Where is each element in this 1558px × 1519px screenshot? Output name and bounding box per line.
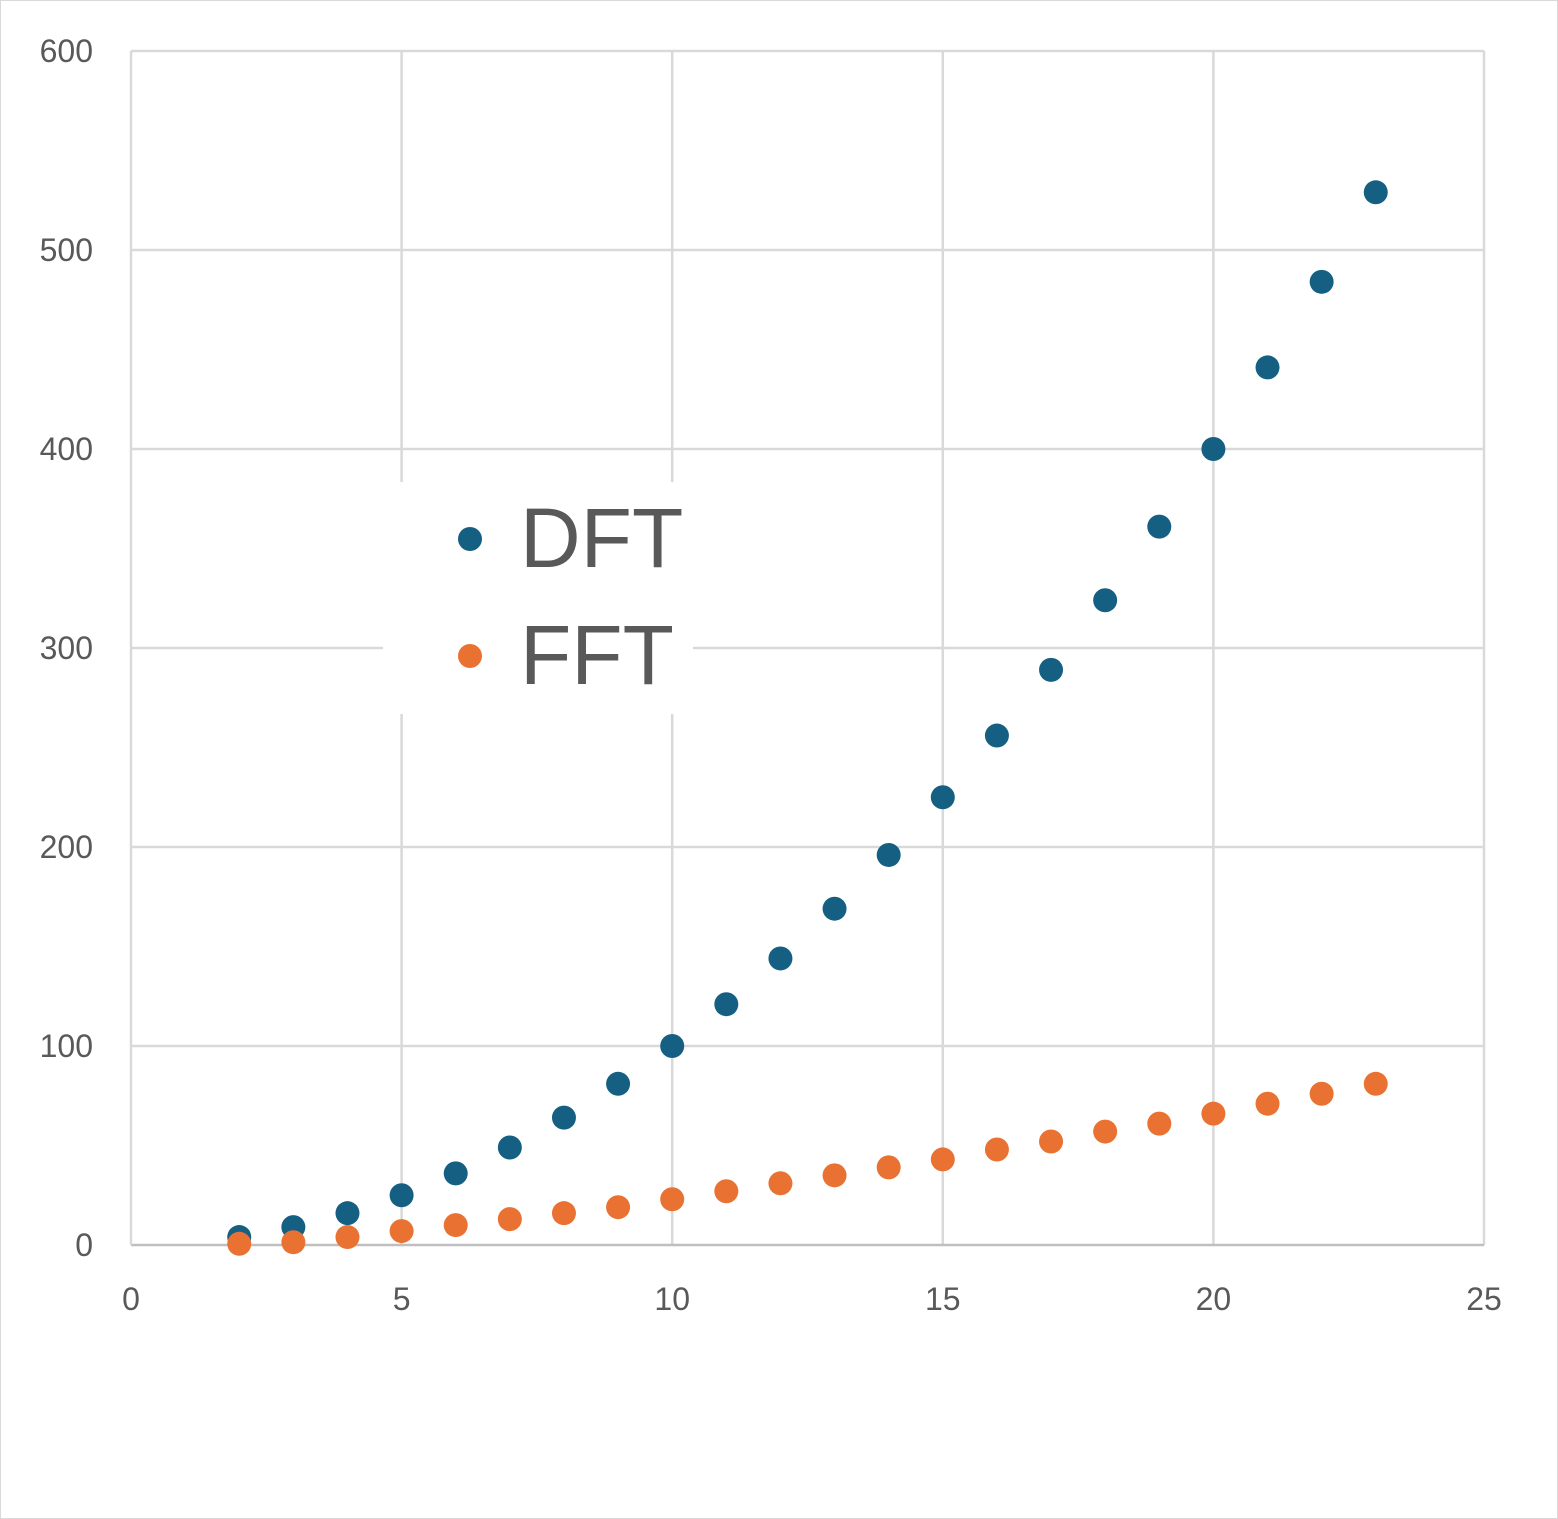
point-fft [768,1171,793,1196]
point-fft [443,1213,468,1238]
point-fft [389,1219,414,1244]
point-fft [1363,1071,1388,1096]
point-dft [822,896,847,921]
point-dft [930,785,955,810]
axes [129,51,1484,1247]
y-tick-label: 600 [40,33,93,69]
legend-label-dft: DFT [520,491,683,585]
point-fft [1039,1129,1064,1154]
point-fft [984,1137,1009,1162]
point-fft [1093,1119,1118,1144]
point-dft [714,992,739,1017]
point-dft [551,1105,576,1130]
point-dft [768,946,793,971]
legend-background [383,482,693,714]
point-dft [1309,269,1334,294]
data-points [227,180,1388,1256]
point-dft [443,1161,468,1186]
point-fft [714,1179,739,1204]
y-tick-label: 100 [40,1028,93,1064]
point-fft [227,1231,252,1256]
x-tick-label: 20 [1196,1281,1232,1317]
point-fft [1201,1101,1226,1126]
point-dft [1255,355,1280,380]
point-dft [497,1135,522,1160]
point-dft [606,1071,631,1096]
legend: DFT FFT [383,482,693,714]
point-dft [876,842,901,867]
point-fft [1255,1091,1280,1116]
y-tick-label: 400 [40,431,93,467]
point-fft [281,1230,306,1255]
point-fft [822,1163,847,1188]
point-fft [497,1207,522,1232]
x-tick-label: 0 [122,1281,140,1317]
gridlines [131,49,1486,1245]
x-tick-label: 5 [393,1281,411,1317]
point-fft [876,1155,901,1180]
y-tick-label: 500 [40,232,93,268]
point-fft [606,1195,631,1220]
legend-label-fft: FFT [520,608,674,702]
point-fft [1309,1081,1334,1106]
y-tick-label: 300 [40,630,93,666]
x-tick-label: 15 [925,1281,961,1317]
point-dft [1363,180,1388,205]
x-tick-label: 25 [1466,1281,1502,1317]
point-dft [1093,588,1118,613]
legend-marker-fft [458,644,482,668]
point-dft [984,723,1009,748]
point-fft [930,1147,955,1172]
point-dft [660,1034,685,1058]
point-fft [551,1201,576,1226]
point-fft [335,1225,360,1250]
point-fft [660,1187,685,1212]
point-dft [1147,514,1172,539]
y-tick-label: 0 [75,1227,93,1263]
point-dft [1201,437,1226,461]
point-dft [389,1183,414,1208]
point-dft [1039,657,1064,682]
y-tick-label: 200 [40,829,93,865]
tick-labels: 0 5 10 15 20 25 0 100 200 300 400 500 600 [40,33,1502,1317]
point-dft [335,1201,360,1226]
legend-marker-dft [458,527,482,551]
point-fft [1147,1111,1172,1136]
x-tick-label: 10 [654,1281,690,1317]
